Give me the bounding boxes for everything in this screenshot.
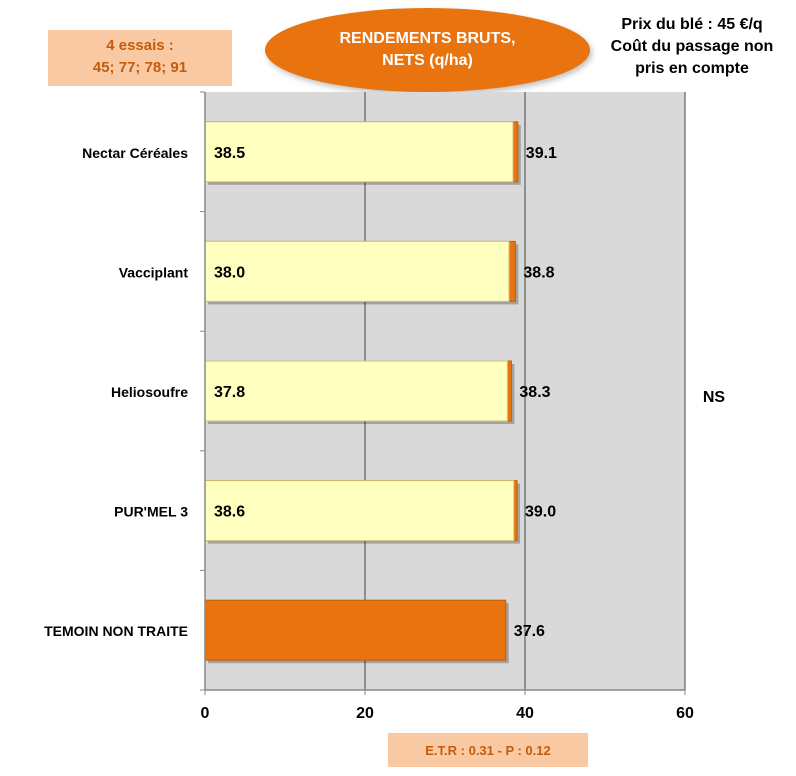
stats-box: E.T.R : 0.31 - P : 0.12 [388,733,588,767]
price-line-2: Coût du passage non [610,38,774,55]
price-line-1: Prix du blé : 45 €/q [621,16,763,33]
price-line-3: pris en compte [635,60,749,77]
bar-net [204,360,508,422]
data-label-gross: 37.6 [514,623,545,640]
significance-annotation: NS [703,389,726,406]
data-label-gross: 38.8 [523,264,554,281]
data-label-net: 38.5 [214,145,245,162]
data-label-gross: 39.0 [525,504,556,521]
trials-label: 4 essais : [106,37,174,54]
trials-values: 45; 77; 78; 91 [92,59,188,76]
category-label: PUR'MEL 3 [114,504,188,520]
bar-gross [204,599,507,661]
stats-text: E.T.R : 0.31 - P : 0.12 [425,742,551,758]
chart-title: RENDEMENTS BRUTS, NETS (q/ha) [265,8,590,92]
bar-net [204,240,510,302]
bar-net [204,121,514,183]
trials-note: 4 essais : 45; 77; 78; 91 [48,30,232,86]
category-label: Vacciplant [119,264,189,280]
price-note: Prix du blé : 45 €/q Coût du passage non… [592,14,792,80]
bar-net [204,480,515,542]
chart-title-line2: NETS (q/ha) [382,52,473,69]
category-label: Nectar Céréales [82,145,188,161]
x-tick-label-1: 20 [356,705,374,722]
data-label-net: 37.8 [214,384,245,401]
data-label-net: 38.0 [214,264,245,281]
x-tick-label-0: 0 [201,705,210,722]
chart-title-line1: RENDEMENTS BRUTS, [339,30,516,47]
x-tick-label-2: 40 [516,705,534,722]
data-label-gross: 38.3 [519,384,550,401]
data-label-gross: 39.1 [526,145,557,162]
category-label: TEMOIN NON TRAITE [44,623,188,639]
data-label-net: 38.6 [214,504,245,521]
x-tick-label-3: 60 [676,705,694,722]
category-label: Heliosoufre [111,384,188,400]
